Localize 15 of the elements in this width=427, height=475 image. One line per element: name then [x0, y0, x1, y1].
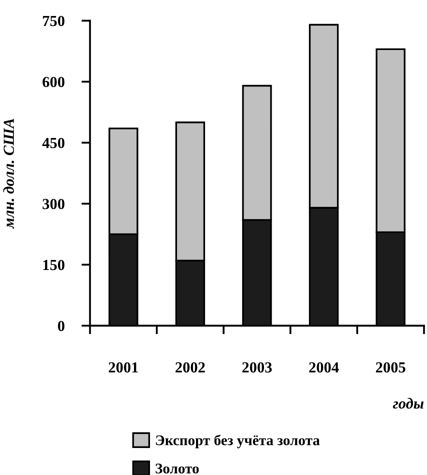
x-tick-label: 2001 — [108, 362, 138, 373]
y-axis-title: млн. долл. США — [3, 118, 14, 229]
x-tick-label: 2003 — [242, 362, 272, 373]
x-tick-label: 2005 — [376, 362, 406, 373]
x-tick-label: 2004 — [309, 362, 339, 373]
y-tick-label: 750 — [42, 16, 64, 26]
y-tick-label: 150 — [43, 260, 64, 270]
x-tick-label: 2002 — [176, 362, 205, 373]
legend-label: Экспорт без учёта золота — [156, 434, 320, 448]
y-tick-label: 0 — [58, 320, 64, 332]
y-tick-label: 450 — [42, 138, 64, 148]
y-tick-label: 600 — [42, 76, 64, 88]
x-axis-title: годы — [392, 398, 424, 409]
legend-label: Золото — [156, 464, 199, 474]
y-tick-label: 300 — [42, 198, 64, 210]
